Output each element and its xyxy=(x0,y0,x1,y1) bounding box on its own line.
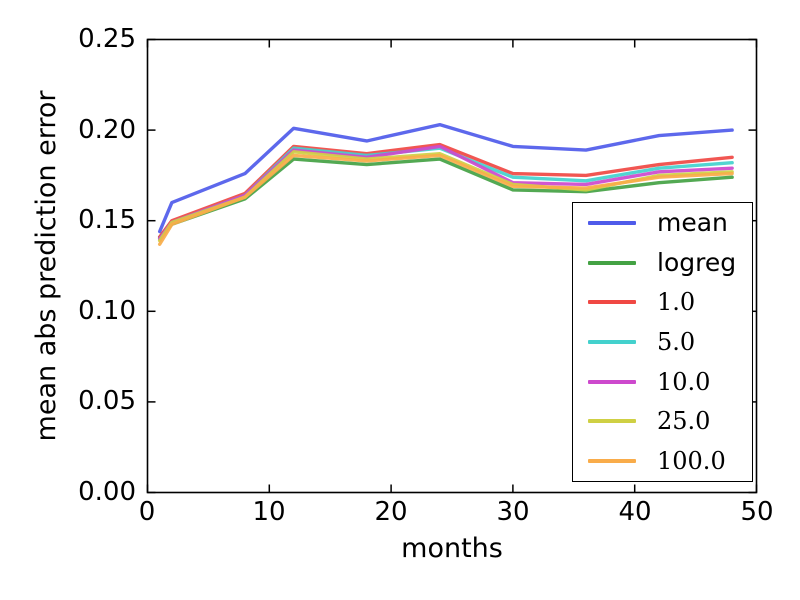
y-axis-label: mean abs prediction error xyxy=(31,90,62,442)
legend-line-swatch xyxy=(588,260,636,265)
legend-entry-10.0: 10.0 xyxy=(573,369,752,395)
legend-line-swatch xyxy=(588,459,636,464)
legend-entry-100.0: 100.0 xyxy=(573,448,752,474)
legend-label: 10.0 xyxy=(657,367,711,396)
legend-entry-5.0: 5.0 xyxy=(573,329,752,355)
legend-line-swatch xyxy=(588,419,636,424)
y-tick-label: 0.20 xyxy=(78,115,136,145)
y-tick-label: 0.10 xyxy=(78,296,136,326)
axes-frame xyxy=(146,38,758,494)
legend-label: mean xyxy=(657,207,728,237)
x-tick-label: 20 xyxy=(374,497,408,527)
legend-label: logreg xyxy=(657,247,737,277)
x-tick-label: 50 xyxy=(740,497,774,527)
series-line-100.0 xyxy=(157,153,734,246)
legend-line-swatch xyxy=(588,379,636,384)
y-tick-label: 0.25 xyxy=(78,24,136,54)
legend-line-swatch xyxy=(588,220,636,225)
legend: mean logreg 1.0 5.0 10.0 25.0 100.0 xyxy=(572,202,753,482)
legend-line-swatch xyxy=(588,300,636,305)
legend-line-swatch xyxy=(588,339,636,344)
x-tick-label: 30 xyxy=(496,497,530,527)
x-tick-label: 40 xyxy=(618,497,652,527)
legend-label: 25.0 xyxy=(657,407,711,436)
legend-label: 100.0 xyxy=(657,447,726,476)
legend-entry-25.0: 25.0 xyxy=(573,408,752,434)
series-line-mean xyxy=(157,122,734,234)
legend-entry-logreg: logreg xyxy=(573,247,752,277)
y-tick-label: 0.00 xyxy=(78,477,136,507)
legend-label: 5.0 xyxy=(657,327,696,356)
x-axis-label: months xyxy=(401,533,503,564)
y-tick-label: 0.15 xyxy=(78,205,136,235)
legend-label: 1.0 xyxy=(657,288,696,317)
legend-entry-mean: mean xyxy=(573,207,752,237)
x-tick-label: 10 xyxy=(252,497,286,527)
x-tick-label: 0 xyxy=(138,497,156,527)
legend-entry-1.0: 1.0 xyxy=(573,289,752,315)
y-tick-label: 0.05 xyxy=(78,386,136,416)
